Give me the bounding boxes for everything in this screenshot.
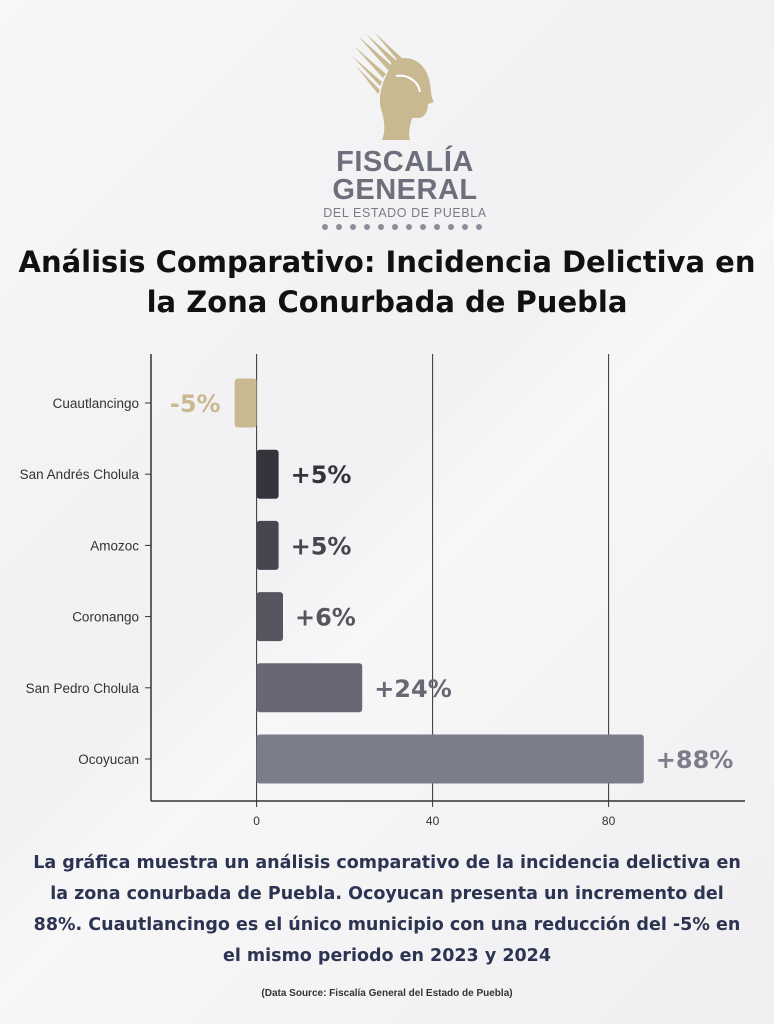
bar-1 bbox=[256, 449, 279, 499]
value-label-2: +5% bbox=[291, 532, 352, 560]
chart-caption: La gráfica muestra un análisis comparati… bbox=[33, 853, 741, 966]
title-line-2: la Zona Conurbada de Puebla bbox=[146, 285, 628, 319]
logo: FISCALÍA GENERAL DEL ESTADO DE PUEBLA bbox=[300, 32, 510, 232]
category-label-5: Ocoyucan bbox=[78, 752, 139, 767]
title-line-1: Análisis Comparativo: Incidencia Delicti… bbox=[18, 245, 756, 279]
value-label-1: +5% bbox=[291, 461, 352, 489]
x-tick-label-2: 80 bbox=[602, 814, 616, 828]
bar-5 bbox=[256, 734, 644, 784]
x-tick-label-0: 0 bbox=[253, 814, 260, 828]
page-title: Análisis Comparativo: Incidencia Delicti… bbox=[0, 242, 774, 322]
bar-2 bbox=[256, 520, 279, 570]
category-label-0: Cuautlancingo bbox=[53, 396, 139, 411]
x-tick-label-1: 40 bbox=[426, 814, 440, 828]
bar-3 bbox=[256, 592, 283, 642]
value-label-5: +88% bbox=[656, 746, 734, 774]
value-label-4: +24% bbox=[374, 675, 452, 703]
logo-line-fiscalia: FISCALÍA bbox=[336, 146, 474, 178]
bar-0 bbox=[234, 378, 257, 428]
value-label-0: -5% bbox=[170, 390, 221, 418]
category-label-1: San Andrés Cholula bbox=[20, 467, 140, 482]
data-source: (Data Source: Fiscalía General del Estad… bbox=[261, 988, 513, 999]
helmeted-head-emblem-icon bbox=[352, 32, 434, 140]
category-label-4: San Pedro Cholula bbox=[26, 681, 140, 696]
logo-line-estado: DEL ESTADO DE PUEBLA bbox=[323, 206, 487, 220]
bar-chart: 0 40 80 Cuautlancingo -5% San Andrés Cholula +… bbox=[20, 354, 745, 828]
category-label-3: Coronango bbox=[72, 610, 139, 625]
logo-line-general: GENERAL bbox=[332, 174, 478, 206]
value-label-3: +6% bbox=[295, 604, 356, 632]
category-label-2: Amozoc bbox=[90, 538, 139, 553]
bar-4 bbox=[256, 663, 363, 713]
logo-pattern bbox=[322, 224, 482, 230]
